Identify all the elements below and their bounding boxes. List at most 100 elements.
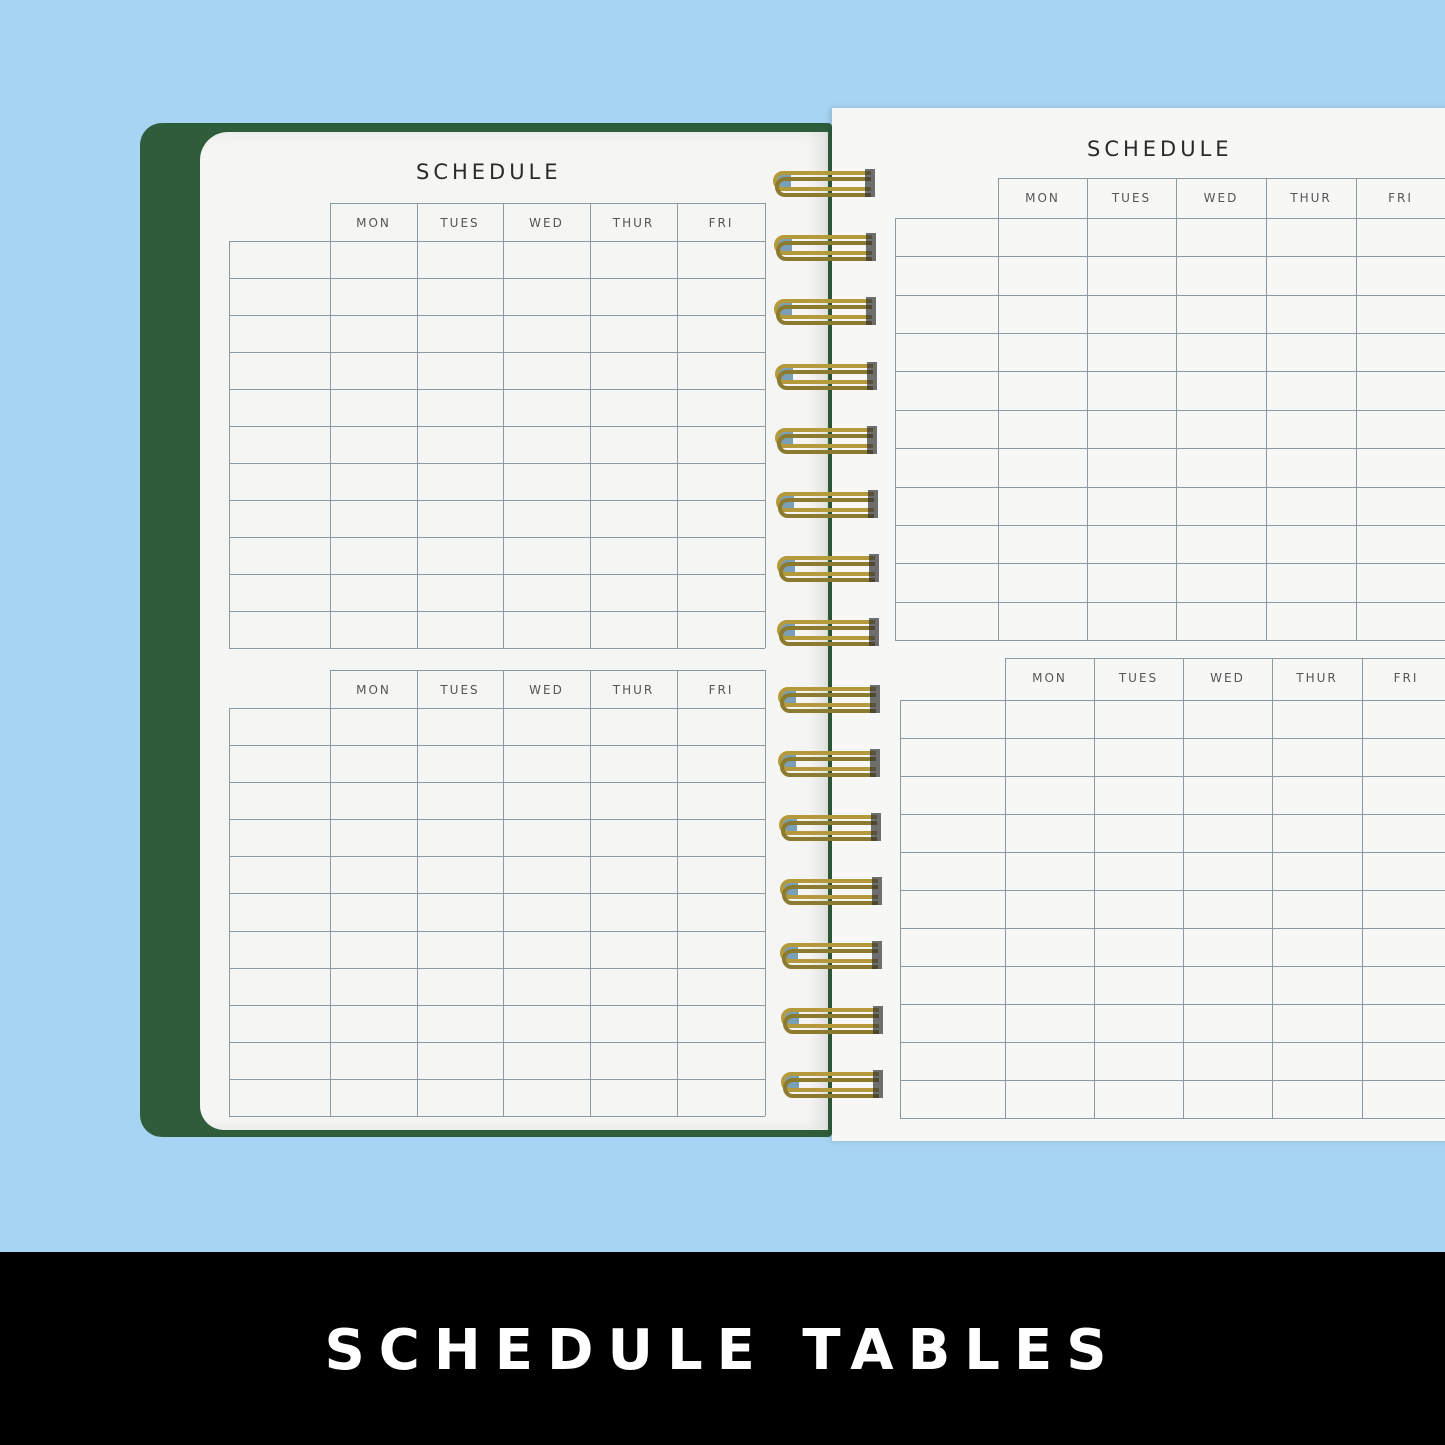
day-header-wed: WED — [1203, 191, 1239, 205]
grid-line — [229, 1005, 765, 1006]
grid-line — [1362, 658, 1363, 1118]
grid-line — [330, 670, 765, 671]
grid-line — [229, 241, 765, 242]
grid-line — [229, 352, 765, 353]
grid-line — [765, 670, 766, 1116]
grid-line — [900, 966, 1445, 967]
grid-line — [229, 708, 765, 709]
day-header-fri: FRI — [1393, 671, 1419, 685]
spiral-ring — [777, 684, 880, 713]
day-header-tues: TUES — [440, 683, 480, 697]
grid-line — [229, 745, 765, 746]
grid-line — [503, 203, 504, 648]
grid-line — [229, 893, 765, 894]
grid-line — [998, 178, 1445, 179]
spiral-ring — [779, 813, 881, 841]
grid-line — [330, 670, 331, 1116]
spiral-ring — [780, 941, 883, 970]
grid-line — [895, 295, 1445, 296]
spiral-ring — [780, 1005, 883, 1034]
grid-line — [895, 525, 1445, 526]
day-header-wed: WED — [1210, 671, 1245, 685]
grid-line — [590, 670, 591, 1116]
grid-line — [1356, 178, 1357, 640]
right-page-title: SCHEDULE — [1087, 137, 1233, 161]
grid-line — [895, 333, 1445, 334]
grid-line — [895, 371, 1445, 372]
grid-line — [900, 700, 901, 1118]
caption-banner — [0, 1252, 1445, 1445]
grid-line — [229, 1079, 765, 1080]
spiral-ring — [779, 877, 882, 906]
grid-line — [900, 1080, 1445, 1081]
grid-line — [229, 782, 765, 783]
spiral-ring — [777, 618, 880, 647]
grid-line — [900, 738, 1445, 739]
day-header-wed: WED — [529, 216, 564, 230]
grid-line — [895, 640, 1445, 641]
grid-line — [895, 256, 1445, 257]
grid-line — [1272, 658, 1273, 1118]
grid-line — [900, 776, 1445, 777]
grid-line — [503, 670, 504, 1116]
grid-line — [229, 426, 765, 427]
day-header-mon: MON — [356, 216, 391, 230]
caption-text: SCHEDULE TABLES — [324, 1318, 1121, 1383]
day-header-mon: MON — [1025, 191, 1060, 205]
day-header-thur: THUR — [612, 683, 655, 697]
grid-line — [229, 574, 765, 575]
grid-line — [330, 203, 765, 204]
grid-line — [895, 410, 1445, 411]
grid-line — [1005, 658, 1006, 1118]
spiral-ring — [776, 554, 879, 583]
spiral-ring — [778, 748, 881, 777]
grid-line — [229, 1042, 765, 1043]
grid-line — [900, 1042, 1445, 1043]
spiral-ring — [775, 425, 878, 454]
spiral-ring — [773, 233, 876, 262]
grid-line — [900, 890, 1445, 891]
grid-line — [895, 563, 1445, 564]
day-header-fri: FRI — [708, 683, 734, 697]
day-header-fri: FRI — [708, 216, 734, 230]
grid-line — [229, 1116, 765, 1117]
day-header-thur: THUR — [1290, 191, 1332, 205]
grid-line — [590, 203, 591, 648]
grid-line — [229, 968, 765, 969]
grid-line — [229, 648, 765, 649]
grid-line — [229, 278, 765, 279]
grid-line — [677, 203, 678, 648]
grid-line — [895, 448, 1445, 449]
grid-line — [1183, 658, 1184, 1118]
grid-line — [229, 500, 765, 501]
day-header-wed: WED — [529, 683, 564, 697]
grid-line — [900, 852, 1445, 853]
grid-line — [900, 928, 1445, 929]
left-page — [200, 132, 828, 1130]
grid-line — [330, 203, 331, 648]
day-header-mon: MON — [356, 683, 391, 697]
grid-line — [229, 537, 765, 538]
day-header-thur: THUR — [1296, 671, 1338, 685]
grid-line — [229, 241, 230, 648]
grid-line — [900, 1004, 1445, 1005]
grid-line — [1266, 178, 1267, 640]
grid-line — [998, 178, 999, 640]
grid-line — [229, 708, 230, 1116]
day-header-thur: THUR — [612, 216, 655, 230]
grid-line — [895, 218, 896, 640]
spiral-ring — [781, 1069, 884, 1098]
day-header-tues: TUES — [1118, 671, 1159, 685]
grid-line — [1005, 658, 1445, 659]
grid-line — [677, 670, 678, 1116]
grid-line — [229, 856, 765, 857]
day-header-fri: FRI — [1388, 191, 1413, 205]
grid-line — [417, 670, 418, 1116]
grid-line — [229, 931, 765, 932]
grid-line — [229, 463, 765, 464]
grid-line — [417, 203, 418, 648]
spiral-ring — [773, 169, 875, 197]
spiral-ring — [774, 297, 877, 326]
day-header-mon: MON — [1032, 671, 1067, 685]
grid-line — [895, 602, 1445, 603]
